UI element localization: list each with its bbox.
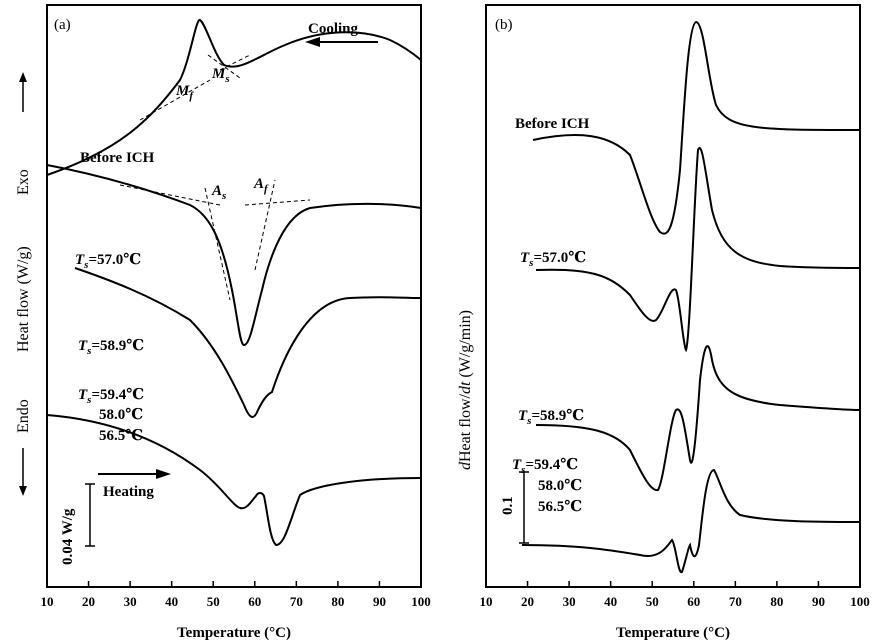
label-ts570-b: Ts=57.0℃ <box>520 250 586 269</box>
label-t565-b: 56.5℃ <box>538 499 582 515</box>
y-axis-title-a: Heat flow (W/g) <box>15 246 32 352</box>
x-b-tick-label-40: 40 <box>604 594 617 609</box>
x-b-tick-label-30: 30 <box>563 594 576 609</box>
curve-ts570 <box>74 267 422 418</box>
x-ticks-panel-b: 10 20 30 40 50 60 70 80 90 100 <box>480 581 870 609</box>
panel-a-tag: (a) <box>54 17 71 33</box>
scale-bar-label-a: 0.04 W/g <box>60 508 76 565</box>
endo-arrow-head <box>19 486 27 496</box>
panel-a-frame <box>46 4 422 588</box>
x-b-tick-label-60: 60 <box>687 594 700 609</box>
label-t580-a: 58.0℃ <box>99 407 143 423</box>
curve-b-ts594 <box>521 468 861 574</box>
x-ticks-panel-a: 10 20 30 40 50 60 70 80 90 100 <box>41 581 431 609</box>
x-axis-title-a: Temperature (°C) <box>177 625 291 641</box>
scale-bar-label-b: 0.1 <box>500 496 516 515</box>
label-as: As <box>211 183 226 202</box>
x-b-tick-label-80: 80 <box>770 594 783 609</box>
x-axis-title-b: Temperature (°C) <box>616 625 730 641</box>
x-a-tick-label-10: 10 <box>41 594 54 609</box>
curve-cooling <box>46 18 422 176</box>
x-a-tick-label-30: 30 <box>124 594 137 609</box>
label-heating: Heating <box>103 484 154 500</box>
curve-before-ich <box>46 164 422 347</box>
y-label-endo: Endo <box>15 399 32 433</box>
tangent-lines-a <box>119 54 311 301</box>
y-axis-exo-group: Exo <box>15 72 32 195</box>
label-af: Af <box>253 176 269 195</box>
panel-b-frame <box>485 4 861 588</box>
x-a-tick-label-90: 90 <box>373 594 386 609</box>
x-b-tick-label-10: 10 <box>480 594 493 609</box>
label-ts589-b: Ts=58.9℃ <box>518 408 584 427</box>
label-t565-a: 56.5℃ <box>99 428 143 444</box>
exo-arrow-head <box>19 72 27 82</box>
x-b-tick-label-50: 50 <box>646 594 659 609</box>
x-a-tick-label-50: 50 <box>207 594 220 609</box>
tangent-af <box>254 179 276 271</box>
tangent-as-slope <box>204 187 231 301</box>
curve-ts589 <box>46 414 422 547</box>
label-before-ich-a: Before ICH <box>80 150 155 166</box>
label-mf: Mf <box>175 83 194 102</box>
x-a-tick-label-20: 20 <box>82 594 95 609</box>
label-ms: Ms <box>211 66 230 85</box>
label-ts589-a: Ts=58.9℃ <box>78 338 144 357</box>
curve-b-before-ich <box>532 20 861 235</box>
x-a-tick-label-60: 60 <box>248 594 261 609</box>
curve-b-ts589 <box>535 345 861 492</box>
scale-bar-a <box>85 483 95 547</box>
label-before-ich-b: Before ICH <box>515 116 590 132</box>
x-b-tick-label-20: 20 <box>521 594 534 609</box>
curve-b-ts570 <box>535 147 861 353</box>
x-a-tick-label-70: 70 <box>290 594 303 609</box>
x-b-tick-label-70: 70 <box>729 594 742 609</box>
tangent-as <box>119 184 221 206</box>
y-axis-title-b-units: (W/g/min) <box>457 310 474 382</box>
y-axis-endo-group: Endo <box>15 399 32 496</box>
y-axis-title-b-dt: dt <box>457 381 474 394</box>
x-b-tick-label-90: 90 <box>812 594 825 609</box>
label-ts594-b: Ts=59.4℃ <box>512 457 578 476</box>
panel-a-curves <box>46 18 422 547</box>
panel-b-tag: (b) <box>495 17 513 33</box>
tangent-af-base <box>244 199 311 206</box>
y-axis-title-b-d: d <box>457 461 474 470</box>
x-a-tick-label-40: 40 <box>165 594 178 609</box>
label-ts570-a: Ts=57.0℃ <box>75 252 141 271</box>
y-axis-title-b: dHeat flow/dt (W/g/min) <box>457 310 474 470</box>
scale-bar-b <box>519 471 529 544</box>
cooling-arrow-head <box>305 37 320 47</box>
x-a-tick-label-100: 100 <box>411 594 431 609</box>
label-cooling: Cooling <box>308 21 359 37</box>
tangent-ms-base <box>219 54 251 71</box>
label-t580-b: 58.0℃ <box>538 478 582 494</box>
y-label-exo: Exo <box>15 169 32 195</box>
x-b-tick-label-100: 100 <box>850 594 870 609</box>
heating-arrow-head <box>156 469 171 479</box>
y-axis-title-b-main: Heat flow/ <box>457 393 474 462</box>
x-a-tick-label-80: 80 <box>331 594 344 609</box>
panel-b-curves <box>521 20 861 574</box>
label-ts594-a: Ts=59.4℃ <box>78 387 144 406</box>
